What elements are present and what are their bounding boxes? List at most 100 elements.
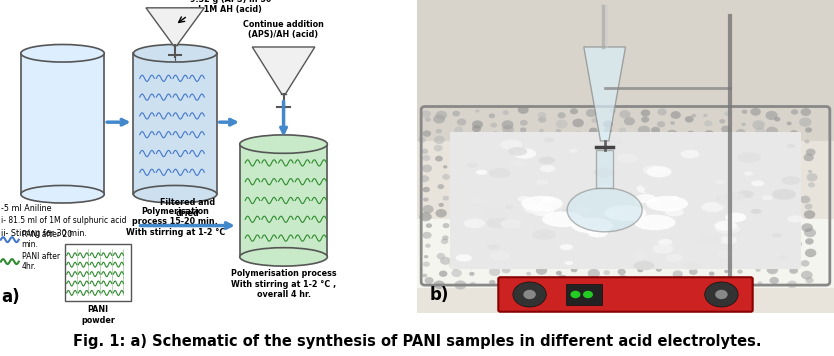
- Circle shape: [666, 130, 678, 138]
- Ellipse shape: [636, 184, 656, 193]
- Circle shape: [608, 201, 616, 208]
- Circle shape: [703, 114, 707, 117]
- Circle shape: [583, 199, 595, 208]
- Circle shape: [651, 127, 660, 134]
- Circle shape: [473, 213, 479, 218]
- Circle shape: [803, 154, 814, 161]
- Circle shape: [470, 239, 480, 247]
- Circle shape: [775, 153, 785, 161]
- Circle shape: [804, 228, 816, 237]
- Circle shape: [524, 281, 532, 287]
- Circle shape: [604, 128, 612, 134]
- Text: PANI after
4hr.: PANI after 4hr.: [22, 252, 60, 271]
- Circle shape: [739, 240, 748, 246]
- Circle shape: [657, 184, 661, 187]
- Circle shape: [791, 109, 798, 115]
- Circle shape: [516, 241, 528, 250]
- Ellipse shape: [605, 205, 646, 221]
- Circle shape: [422, 274, 427, 277]
- Circle shape: [735, 257, 746, 265]
- Circle shape: [555, 129, 561, 133]
- Circle shape: [789, 240, 801, 249]
- Circle shape: [808, 182, 815, 188]
- Circle shape: [804, 210, 816, 219]
- Circle shape: [801, 260, 810, 267]
- Circle shape: [722, 251, 731, 257]
- Circle shape: [636, 229, 649, 238]
- Circle shape: [603, 255, 608, 258]
- Circle shape: [734, 230, 743, 237]
- Circle shape: [470, 178, 477, 182]
- Circle shape: [801, 108, 811, 116]
- Circle shape: [573, 250, 582, 257]
- Ellipse shape: [455, 254, 472, 262]
- Circle shape: [474, 198, 480, 203]
- Circle shape: [520, 127, 526, 132]
- Circle shape: [806, 173, 817, 182]
- Circle shape: [485, 214, 493, 220]
- Ellipse shape: [536, 180, 548, 185]
- Circle shape: [636, 174, 642, 179]
- Ellipse shape: [240, 248, 327, 266]
- Ellipse shape: [133, 44, 217, 62]
- Circle shape: [770, 174, 779, 181]
- Circle shape: [771, 210, 781, 218]
- Circle shape: [774, 117, 781, 121]
- Circle shape: [805, 127, 812, 133]
- Circle shape: [706, 231, 716, 239]
- Circle shape: [787, 281, 797, 288]
- Circle shape: [466, 262, 476, 269]
- Circle shape: [704, 130, 715, 138]
- Circle shape: [571, 145, 578, 150]
- Circle shape: [660, 242, 666, 248]
- Circle shape: [617, 155, 627, 163]
- Circle shape: [736, 129, 746, 136]
- Circle shape: [570, 291, 580, 298]
- Circle shape: [740, 151, 745, 155]
- Circle shape: [553, 138, 563, 146]
- Circle shape: [656, 267, 662, 272]
- FancyBboxPatch shape: [498, 277, 752, 312]
- Circle shape: [721, 204, 733, 213]
- Circle shape: [510, 244, 515, 247]
- Circle shape: [667, 195, 676, 202]
- Circle shape: [423, 130, 431, 137]
- Circle shape: [552, 239, 563, 247]
- Circle shape: [766, 127, 778, 136]
- Circle shape: [756, 268, 761, 272]
- Circle shape: [606, 150, 610, 154]
- Circle shape: [560, 166, 565, 170]
- Circle shape: [753, 221, 762, 228]
- Circle shape: [474, 164, 482, 170]
- Circle shape: [786, 231, 796, 239]
- Circle shape: [607, 156, 613, 160]
- Circle shape: [489, 267, 500, 276]
- Ellipse shape: [715, 179, 726, 184]
- FancyBboxPatch shape: [417, 0, 834, 313]
- Circle shape: [725, 197, 734, 203]
- Circle shape: [715, 290, 727, 299]
- Circle shape: [455, 198, 460, 203]
- Circle shape: [653, 191, 664, 199]
- Circle shape: [504, 226, 508, 229]
- Circle shape: [774, 254, 781, 259]
- Circle shape: [470, 282, 476, 286]
- Circle shape: [535, 164, 547, 173]
- Ellipse shape: [521, 196, 563, 211]
- Circle shape: [521, 184, 530, 190]
- Circle shape: [808, 170, 812, 173]
- Circle shape: [518, 192, 529, 200]
- Circle shape: [443, 223, 450, 228]
- Circle shape: [658, 262, 666, 267]
- Circle shape: [502, 125, 514, 134]
- Circle shape: [539, 241, 546, 246]
- Circle shape: [754, 175, 763, 182]
- Circle shape: [423, 262, 430, 267]
- Circle shape: [786, 121, 791, 125]
- Circle shape: [592, 193, 599, 198]
- Circle shape: [690, 157, 700, 164]
- Circle shape: [741, 110, 747, 114]
- Ellipse shape: [744, 171, 753, 176]
- Circle shape: [457, 119, 466, 126]
- Circle shape: [435, 129, 442, 134]
